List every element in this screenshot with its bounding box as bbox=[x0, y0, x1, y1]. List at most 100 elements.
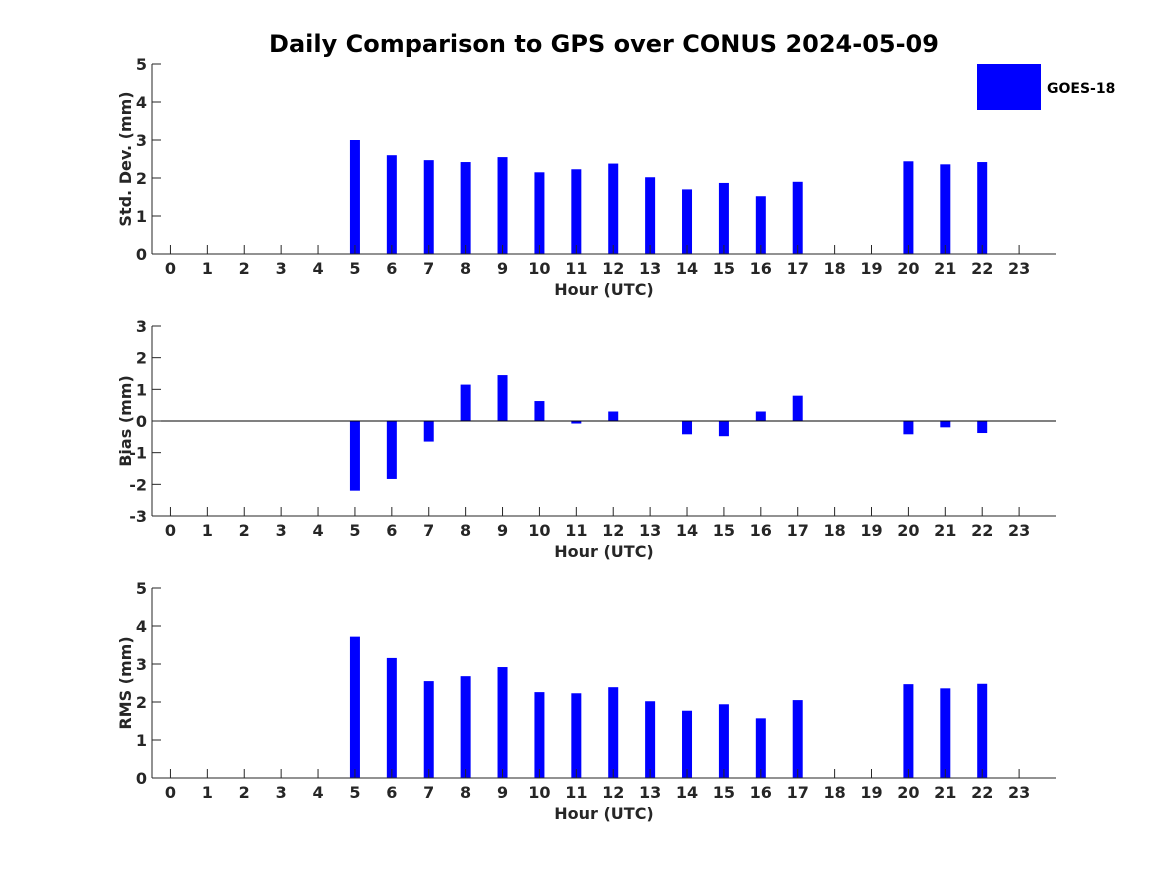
x-tick-label: 5 bbox=[349, 259, 360, 278]
bar-std-hour-17 bbox=[792, 181, 803, 254]
bar-std-hour-13 bbox=[645, 177, 656, 254]
bar-std-hour-14 bbox=[682, 189, 693, 254]
x-tick-label: 11 bbox=[565, 259, 587, 278]
bar-std-hour-9 bbox=[497, 157, 508, 254]
chart-title: Daily Comparison to GPS over CONUS 2024-… bbox=[269, 30, 939, 58]
y-tick-label: -3 bbox=[129, 507, 147, 526]
y-tick-label: 3 bbox=[136, 317, 147, 336]
bar-bias-hour-8 bbox=[460, 384, 471, 421]
x-tick-label: 2 bbox=[239, 783, 250, 802]
bar-bias-hour-10 bbox=[534, 401, 545, 421]
x-tick-label: 21 bbox=[934, 259, 956, 278]
bar-bias-hour-21 bbox=[940, 421, 951, 428]
y-axis-label: Std. Dev. (mm) bbox=[116, 91, 135, 226]
x-tick-label: 16 bbox=[750, 783, 772, 802]
bar-std-hour-20 bbox=[903, 161, 914, 254]
x-tick-label: 15 bbox=[713, 783, 735, 802]
x-tick-label: 6 bbox=[386, 783, 397, 802]
y-tick-label: 1 bbox=[136, 380, 147, 399]
x-tick-label: 17 bbox=[787, 259, 809, 278]
bar-bias-hour-9 bbox=[497, 375, 508, 421]
x-tick-label: 9 bbox=[497, 783, 508, 802]
bar-rms-hour-16 bbox=[755, 718, 766, 778]
x-tick-label: 7 bbox=[423, 521, 434, 540]
bar-bias-hour-20 bbox=[903, 421, 914, 435]
bar-rms-hour-15 bbox=[718, 704, 729, 778]
bar-rms-hour-22 bbox=[977, 683, 988, 778]
x-tick-label: 19 bbox=[860, 783, 882, 802]
bar-bias-hour-22 bbox=[977, 421, 988, 434]
bar-std-hour-11 bbox=[571, 169, 582, 254]
x-tick-label: 20 bbox=[897, 783, 919, 802]
y-tick-label: 1 bbox=[136, 207, 147, 226]
bar-std-hour-16 bbox=[755, 196, 766, 254]
x-tick-label: 22 bbox=[971, 783, 993, 802]
bar-rms-hour-6 bbox=[386, 657, 397, 778]
x-tick-label: 19 bbox=[860, 259, 882, 278]
y-tick-label: 1 bbox=[136, 731, 147, 750]
x-tick-label: 7 bbox=[423, 783, 434, 802]
bar-bias-hour-16 bbox=[755, 411, 766, 421]
x-tick-label: 18 bbox=[823, 783, 845, 802]
x-tick-label: 8 bbox=[460, 521, 471, 540]
x-axis-label: Hour (UTC) bbox=[554, 804, 654, 823]
bar-rms-hour-13 bbox=[645, 701, 656, 778]
x-tick-label: 20 bbox=[897, 521, 919, 540]
x-tick-label: 4 bbox=[312, 521, 323, 540]
bar-rms-hour-5 bbox=[349, 636, 360, 778]
x-tick-label: 12 bbox=[602, 783, 624, 802]
bar-bias-hour-5 bbox=[349, 421, 360, 491]
bar-rms-hour-7 bbox=[423, 681, 434, 778]
y-tick-label: -1 bbox=[129, 444, 147, 463]
bar-rms-hour-8 bbox=[460, 676, 471, 778]
bar-rms-hour-10 bbox=[534, 692, 545, 778]
bar-rms-hour-17 bbox=[792, 700, 803, 778]
bar-rms-hour-20 bbox=[903, 684, 914, 778]
x-tick-label: 18 bbox=[823, 521, 845, 540]
x-tick-label: 11 bbox=[565, 783, 587, 802]
x-tick-label: 8 bbox=[460, 259, 471, 278]
bar-bias-hour-14 bbox=[682, 421, 693, 435]
x-tick-label: 4 bbox=[312, 259, 323, 278]
bar-bias-hour-6 bbox=[386, 421, 397, 479]
bar-std-hour-22 bbox=[977, 162, 988, 254]
x-tick-label: 12 bbox=[602, 521, 624, 540]
legend-label: GOES-18 bbox=[1047, 81, 1115, 97]
x-tick-label: 3 bbox=[276, 259, 287, 278]
bar-std-hour-15 bbox=[718, 182, 729, 254]
x-tick-label: 23 bbox=[1008, 521, 1030, 540]
bar-std-hour-7 bbox=[423, 160, 434, 254]
y-tick-label: 3 bbox=[136, 131, 147, 150]
x-tick-label: 12 bbox=[602, 259, 624, 278]
x-tick-label: 10 bbox=[528, 783, 550, 802]
y-tick-label: 5 bbox=[136, 579, 147, 598]
x-tick-label: 0 bbox=[165, 783, 176, 802]
x-tick-label: 10 bbox=[528, 259, 550, 278]
y-tick-label: 2 bbox=[136, 349, 147, 368]
x-tick-label: 19 bbox=[860, 521, 882, 540]
x-tick-label: 5 bbox=[349, 521, 360, 540]
x-tick-label: 6 bbox=[386, 259, 397, 278]
x-tick-label: 1 bbox=[202, 783, 213, 802]
bar-rms-hour-14 bbox=[682, 710, 693, 778]
x-tick-label: 5 bbox=[349, 783, 360, 802]
bar-rms-hour-21 bbox=[940, 688, 951, 778]
x-tick-label: 6 bbox=[386, 521, 397, 540]
x-tick-label: 14 bbox=[676, 783, 698, 802]
y-tick-label: 0 bbox=[136, 412, 147, 431]
x-tick-label: 3 bbox=[276, 783, 287, 802]
bar-rms-hour-11 bbox=[571, 693, 582, 778]
x-tick-label: 3 bbox=[276, 521, 287, 540]
x-tick-label: 16 bbox=[750, 259, 772, 278]
x-tick-label: 1 bbox=[202, 259, 213, 278]
x-axis-label: Hour (UTC) bbox=[554, 542, 654, 561]
x-tick-label: 23 bbox=[1008, 783, 1030, 802]
x-tick-label: 21 bbox=[934, 521, 956, 540]
x-tick-label: 2 bbox=[239, 259, 250, 278]
y-tick-label: 4 bbox=[136, 617, 147, 636]
x-tick-label: 11 bbox=[565, 521, 587, 540]
bar-bias-hour-11 bbox=[571, 421, 582, 424]
x-tick-label: 22 bbox=[971, 259, 993, 278]
x-tick-label: 0 bbox=[165, 259, 176, 278]
